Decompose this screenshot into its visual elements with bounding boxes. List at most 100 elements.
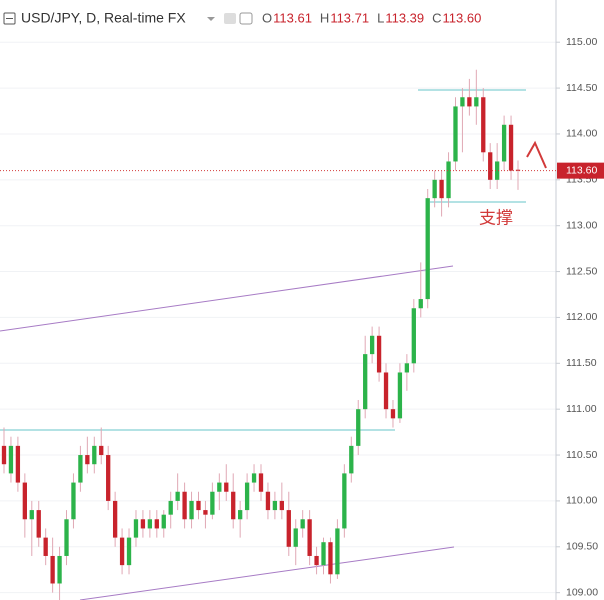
ohlc-value: 113.60 bbox=[443, 10, 482, 25]
candle-body bbox=[203, 510, 208, 515]
candle-body bbox=[29, 510, 34, 520]
ohlc-value: 113.39 bbox=[385, 10, 424, 25]
candles bbox=[1, 69, 521, 600]
y-tick-label: 112.00 bbox=[566, 311, 597, 323]
y-tick-label: 114.50 bbox=[566, 82, 597, 94]
collapse-icon[interactable] bbox=[3, 12, 16, 25]
candle-body bbox=[217, 482, 222, 492]
candle-body bbox=[154, 519, 159, 529]
y-tick-label: 110.00 bbox=[566, 495, 597, 507]
y-tick-label: 109.00 bbox=[566, 586, 598, 598]
candle-body bbox=[64, 519, 69, 556]
header-bg bbox=[0, 8, 330, 32]
ohlc-value: 113.71 bbox=[330, 10, 369, 25]
candle-body bbox=[363, 354, 368, 410]
candle-body bbox=[418, 299, 423, 309]
candle-body bbox=[189, 500, 194, 520]
ohlc-key: C bbox=[432, 10, 441, 25]
candle-body bbox=[22, 482, 27, 520]
y-tick-label: 110.50 bbox=[566, 449, 597, 461]
candle-body bbox=[168, 500, 173, 515]
candle-body bbox=[356, 409, 361, 446]
candle-body bbox=[85, 455, 90, 465]
trend-line bbox=[0, 265, 454, 332]
candle-body bbox=[147, 519, 153, 529]
grid bbox=[0, 41, 556, 594]
candle-body bbox=[390, 409, 396, 419]
y-tick-label: 114.00 bbox=[566, 128, 597, 140]
candle-body bbox=[488, 152, 493, 180]
y-tick-label: 115.00 bbox=[566, 36, 597, 48]
arrow bbox=[526, 140, 547, 169]
candle-body bbox=[307, 519, 312, 556]
candle-body bbox=[342, 473, 347, 529]
candle-body bbox=[126, 537, 132, 566]
candle-body bbox=[467, 97, 472, 107]
candle-body bbox=[369, 335, 375, 355]
candle-body bbox=[501, 124, 507, 162]
candle-body bbox=[258, 473, 264, 492]
candle-body bbox=[411, 308, 416, 364]
candle-body bbox=[515, 169, 521, 171]
candle-body bbox=[349, 445, 354, 474]
candle-body bbox=[293, 528, 298, 547]
ohlc-header: O 113.61 H 113.71 L 113.39 C 113.60 bbox=[262, 10, 481, 25]
ohlc-key: L bbox=[377, 10, 384, 25]
candle-body bbox=[140, 519, 146, 529]
candle-body bbox=[460, 97, 465, 107]
ohlc-key: O bbox=[262, 10, 272, 25]
candle-body bbox=[224, 482, 229, 492]
y-tick-label: 112.50 bbox=[566, 265, 597, 277]
candle-body bbox=[15, 445, 21, 483]
last-price-tag bbox=[557, 162, 604, 179]
settings-icon[interactable] bbox=[239, 12, 253, 25]
candle-body bbox=[453, 106, 458, 162]
candle-body bbox=[251, 473, 257, 483]
candle-body bbox=[404, 363, 410, 373]
dropdown-icon[interactable] bbox=[207, 17, 215, 21]
annotation: 支撑 bbox=[479, 208, 513, 227]
candle-body bbox=[321, 542, 326, 566]
candle-body bbox=[265, 491, 271, 511]
ohlc-key: H bbox=[320, 10, 329, 25]
candle-body bbox=[36, 510, 41, 538]
y-tick-label: 113.00 bbox=[566, 219, 597, 231]
candle-body bbox=[272, 500, 278, 511]
candle-body bbox=[182, 491, 187, 520]
candle-body bbox=[8, 445, 14, 474]
candle-body bbox=[112, 500, 118, 538]
candle-body bbox=[376, 335, 382, 373]
candle-body bbox=[50, 555, 55, 584]
candle-body bbox=[425, 198, 430, 300]
candle-body bbox=[43, 537, 48, 556]
ohlc-value: 113.61 bbox=[273, 10, 312, 25]
candle-body bbox=[175, 491, 180, 501]
candle-body bbox=[495, 161, 500, 180]
candle-body bbox=[300, 519, 305, 529]
candle-body bbox=[439, 179, 444, 199]
candle-body bbox=[328, 542, 333, 575]
candle-body bbox=[335, 528, 340, 575]
candle-body bbox=[71, 482, 76, 520]
candle-body bbox=[279, 500, 284, 511]
candle-body bbox=[238, 510, 243, 520]
candle-body bbox=[474, 97, 479, 107]
candle-body bbox=[92, 445, 97, 465]
candle-body bbox=[481, 97, 486, 153]
eye-icon[interactable] bbox=[224, 13, 236, 24]
candle-body bbox=[106, 455, 111, 501]
candle-body bbox=[244, 482, 250, 511]
candle-body bbox=[196, 500, 201, 511]
candle-body bbox=[119, 537, 125, 566]
y-tick-label: 111.00 bbox=[566, 403, 597, 415]
candle-body bbox=[231, 491, 236, 520]
y-tick-label: 111.50 bbox=[566, 357, 597, 369]
candle-body bbox=[397, 372, 403, 419]
last-price-label: 113.60 bbox=[566, 164, 597, 176]
candle-body bbox=[161, 514, 166, 529]
candle-body bbox=[508, 124, 514, 171]
symbol-title: USD/JPY, D, Real-time FX bbox=[21, 10, 186, 26]
candle-body bbox=[383, 372, 389, 410]
